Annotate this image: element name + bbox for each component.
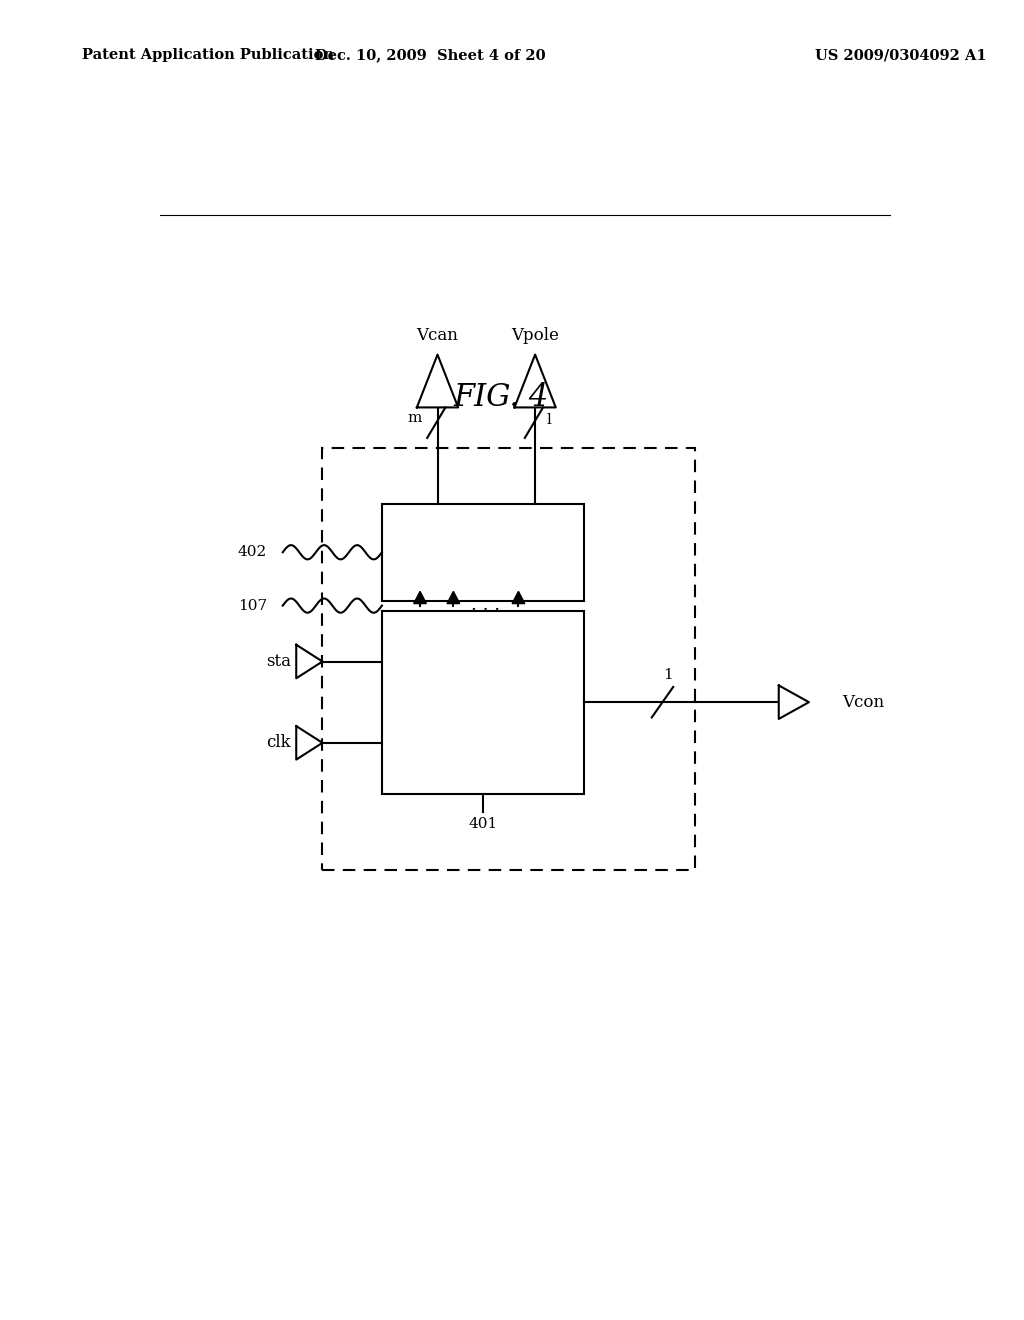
Text: Patent Application Publication: Patent Application Publication (82, 49, 334, 62)
Text: clk: clk (266, 734, 291, 751)
Polygon shape (512, 591, 524, 603)
Text: Vcon: Vcon (842, 694, 885, 710)
Text: FIG. 4: FIG. 4 (454, 381, 549, 413)
Text: m: m (408, 411, 422, 425)
Text: Vpole: Vpole (511, 327, 559, 345)
Text: sta: sta (265, 653, 291, 671)
Text: 401: 401 (469, 817, 498, 832)
Text: 1: 1 (663, 668, 673, 682)
Bar (382, 504, 585, 601)
Polygon shape (447, 591, 460, 603)
Bar (323, 447, 695, 870)
Polygon shape (414, 591, 426, 603)
Text: 402: 402 (238, 545, 267, 560)
Text: l: l (547, 413, 552, 426)
Text: US 2009/0304092 A1: US 2009/0304092 A1 (815, 49, 987, 62)
Text: Vcan: Vcan (417, 327, 459, 345)
Bar (382, 611, 585, 793)
Text: . . .: . . . (471, 595, 501, 614)
Text: 107: 107 (238, 598, 267, 612)
Text: Dec. 10, 2009  Sheet 4 of 20: Dec. 10, 2009 Sheet 4 of 20 (314, 49, 546, 62)
